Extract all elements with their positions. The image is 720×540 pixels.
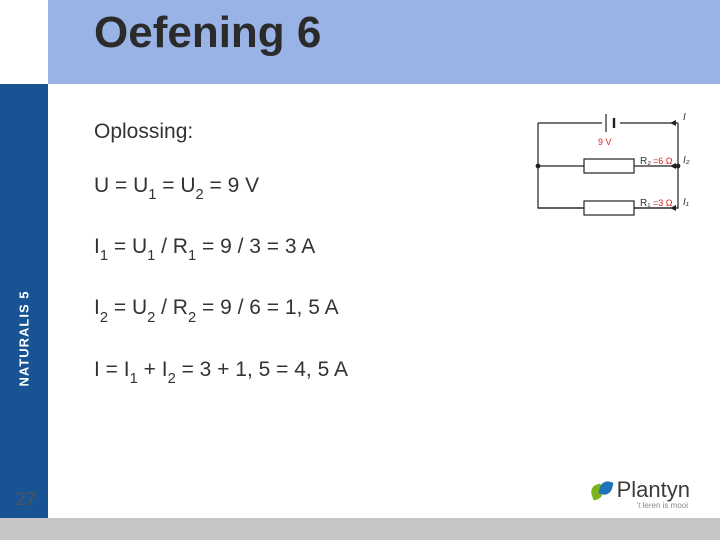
eq-text: = 9 / 6 = 1, 5 A <box>196 296 338 319</box>
eq-sub: 2 <box>100 310 108 326</box>
equation-itotal: I = I1 + I2 = 3 + 1, 5 = 4, 5 A <box>94 358 494 385</box>
eq-sub: 2 <box>147 310 155 326</box>
footer-band <box>0 518 720 540</box>
sidebar: NATURALIS 5 <box>0 84 48 518</box>
eq-text: I <box>94 235 100 258</box>
solution-content: Oplossing: U = U1 = U2 = 9 V I1 = U1 / R… <box>94 120 494 419</box>
eq-text: / R <box>155 296 188 319</box>
page-title: Oefening 6 <box>94 8 321 58</box>
eq-text: = 3 + 1, 5 = 4, 5 A <box>176 358 348 381</box>
eq-text: = 9 V <box>204 174 259 197</box>
eq-text: I <box>94 296 100 319</box>
eq-sub: 2 <box>196 187 204 203</box>
circuit-R2-lbl: R₂ <box>640 156 651 167</box>
eq-sub: 2 <box>188 310 196 326</box>
circuit-I1: I₁ <box>683 197 689 208</box>
circuit-voltage: 9 V <box>598 137 612 147</box>
eq-text: = U <box>156 174 195 197</box>
eq-text: / R <box>155 235 188 258</box>
equation-voltage: U = U1 = U2 = 9 V <box>94 174 494 201</box>
eq-text: + I <box>138 358 168 381</box>
eq-text: I = I <box>94 358 130 381</box>
page-number: 27 <box>16 489 36 510</box>
eq-sub: 2 <box>168 371 176 387</box>
eq-sub: 1 <box>148 187 156 203</box>
equation-i1: I1 = U1 / R1 = 9 / 3 = 3 A <box>94 235 494 262</box>
circuit-R1-val: =3 Ω <box>653 198 673 208</box>
eq-sub: 1 <box>147 248 155 264</box>
leaf-icon <box>591 479 613 501</box>
eq-sub: 1 <box>188 248 196 264</box>
tagline-rest: leren is mooi <box>640 501 688 510</box>
equation-i2: I2 = U2 / R2 = 9 / 6 = 1, 5 A <box>94 296 494 323</box>
sidebar-label: NATURALIS 5 <box>17 291 32 387</box>
eq-sub: 1 <box>130 371 138 387</box>
eq-sub: 1 <box>100 248 108 264</box>
heading: Oplossing: <box>94 120 494 144</box>
publisher-logo: Plantyn 't leren is mooi <box>591 477 690 510</box>
circuit-I: I <box>683 112 686 123</box>
circuit-I2: I₂ <box>683 155 690 166</box>
eq-text: U = U <box>94 174 148 197</box>
eq-text: = U <box>108 235 147 258</box>
circuit-diagram: 9 V I I₂ I₁ R₂ =6 Ω R₁ =3 Ω <box>528 108 698 238</box>
circuit-R1-lbl: R₁ <box>640 198 651 209</box>
logo-tagline: 't leren is mooi <box>591 501 690 510</box>
eq-text: = U <box>108 296 147 319</box>
circuit-R2-val: =6 Ω <box>653 156 673 166</box>
eq-text: = 9 / 3 = 3 A <box>196 235 315 258</box>
logo-text: Plantyn <box>617 477 690 503</box>
